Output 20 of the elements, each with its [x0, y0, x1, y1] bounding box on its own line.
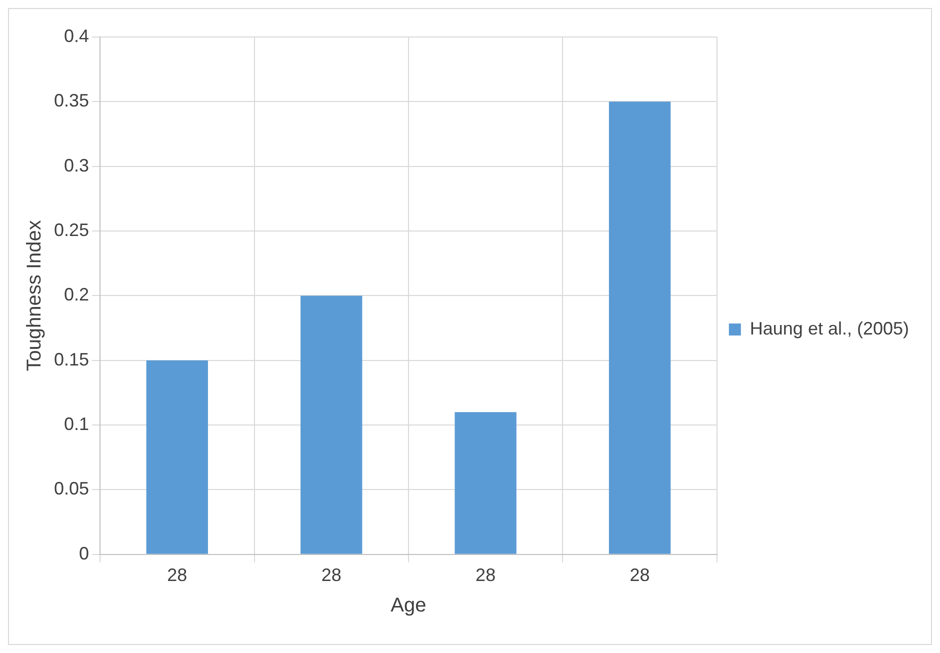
y-tick-label: 0.1	[64, 414, 90, 434]
bar	[146, 360, 208, 554]
x-tick-label: 28	[321, 565, 342, 586]
x-tick-label: 28	[476, 565, 496, 586]
y-tick-label: 0.4	[64, 26, 90, 46]
y-axis-title: Toughness Index	[24, 220, 46, 372]
bar	[608, 102, 671, 554]
bar	[454, 412, 516, 554]
x-tick-label: 28	[167, 565, 188, 586]
x-tick-label: 28	[630, 565, 650, 586]
y-tick-label: 0.05	[54, 478, 90, 499]
y-tick-label: 0.35	[54, 90, 90, 111]
y-tick-label: 0.2	[64, 284, 90, 305]
y-tick-label: 0.25	[54, 220, 90, 240]
bar	[300, 296, 362, 554]
y-tick-label: 0	[79, 543, 90, 564]
y-tick-label: 0.15	[54, 349, 90, 370]
y-tick-label: 0.3	[64, 155, 90, 176]
x-axis-title: Age	[390, 594, 426, 617]
legend-label: Haung et al., (2005)	[750, 318, 910, 338]
